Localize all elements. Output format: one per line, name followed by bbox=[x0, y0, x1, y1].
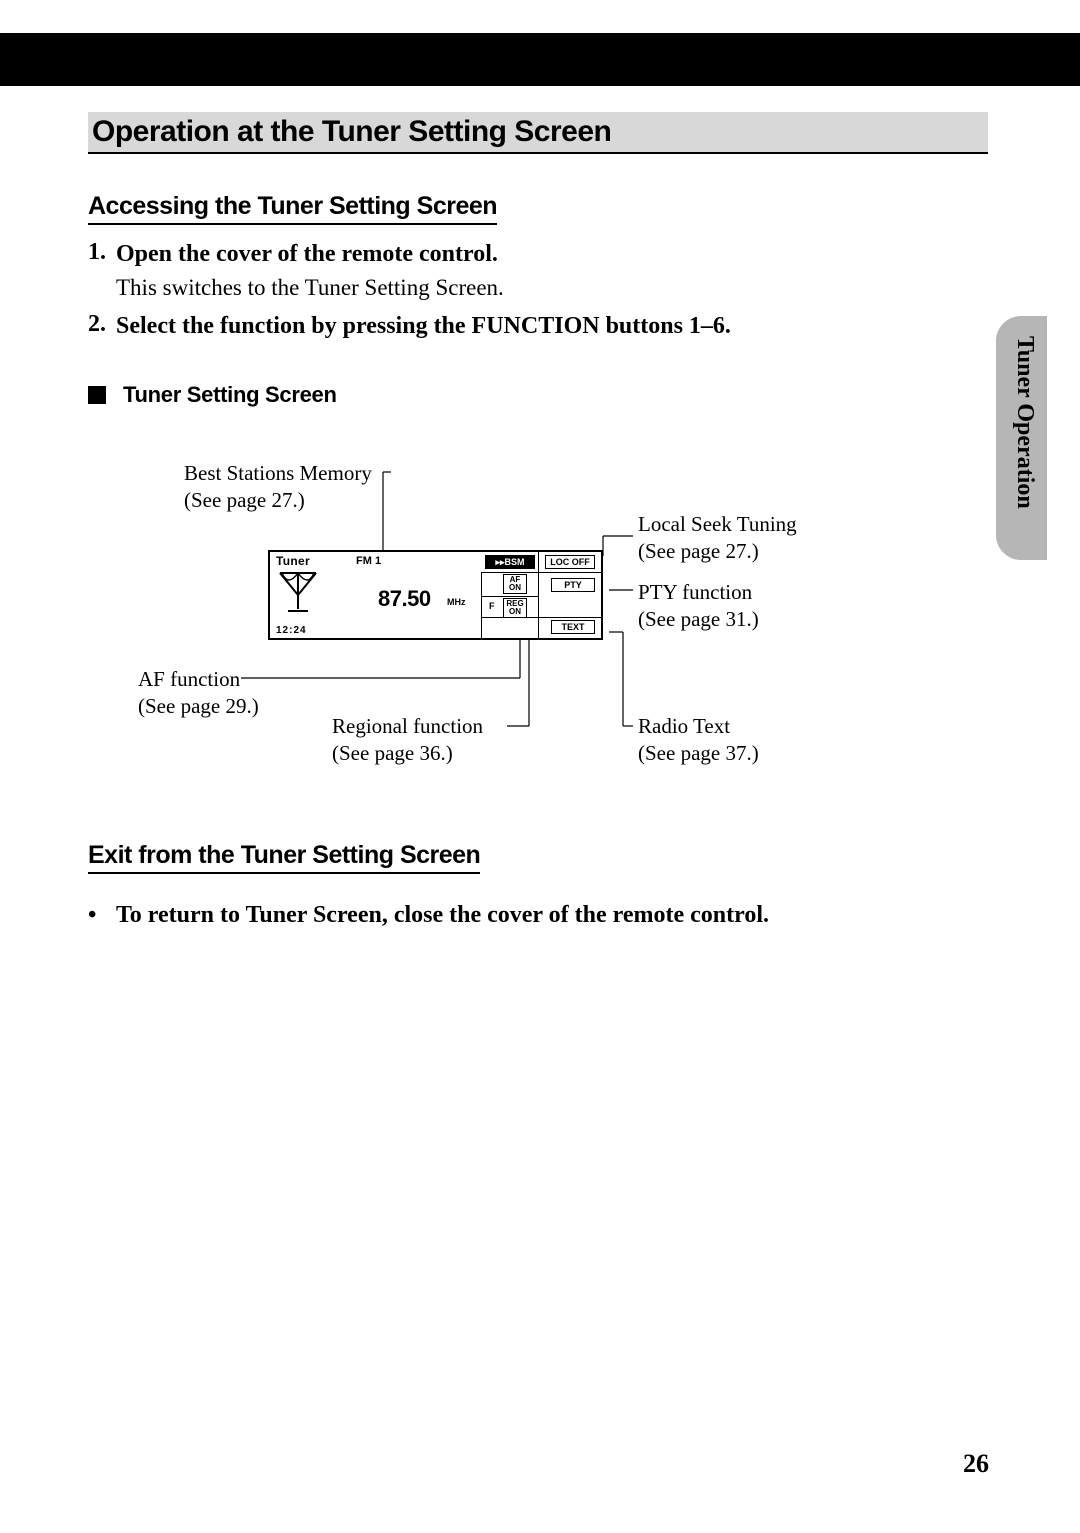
screen-btn-bsm: ▸▸BSM bbox=[485, 555, 535, 569]
callout-af: AF function (See page 29.) bbox=[138, 666, 259, 719]
callout-pty: PTY function (See page 31.) bbox=[638, 579, 759, 632]
screen-unit: MHz bbox=[447, 597, 466, 607]
sub-heading-exit: Exit from the Tuner Setting Screen bbox=[88, 841, 480, 874]
side-tab-label: Tuner Operation bbox=[1010, 336, 1038, 556]
callout-line: Local Seek Tuning bbox=[638, 511, 797, 537]
callout-line: Radio Text bbox=[638, 713, 759, 739]
callout-line: AF function bbox=[138, 666, 259, 692]
step-body: Select the function by pressing the FUNC… bbox=[116, 311, 988, 342]
section-accessing: Accessing the Tuner Setting Screen 1. Op… bbox=[88, 192, 988, 342]
bullet-row: • To return to Tuner Screen, close the c… bbox=[88, 900, 988, 931]
header-black-bar bbox=[0, 33, 1080, 86]
step-text-bold: Open the cover of the remote control. bbox=[116, 239, 988, 270]
callout-line: Regional function bbox=[332, 713, 483, 739]
callout-bsm: Best Stations Memory (See page 27.) bbox=[184, 460, 372, 513]
callout-line: (See page 27.) bbox=[638, 538, 797, 564]
callout-line: (See page 36.) bbox=[332, 740, 483, 766]
step-text-plain: This switches to the Tuner Setting Scree… bbox=[116, 272, 988, 303]
sub-heading-accessing: Accessing the Tuner Setting Screen bbox=[88, 192, 497, 225]
page-number: 26 bbox=[963, 1449, 989, 1479]
bullet-icon: • bbox=[88, 900, 106, 931]
screen-btn-loc: LOC OFF bbox=[545, 555, 595, 569]
step-2: 2. Select the function by pressing the F… bbox=[88, 311, 988, 342]
step-number: 1. bbox=[88, 239, 116, 303]
screen-btn-reg: REGON bbox=[503, 598, 527, 617]
callout-line: (See page 31.) bbox=[638, 606, 759, 632]
screen-divider bbox=[481, 617, 603, 618]
screen-frequency: 87.50 bbox=[378, 586, 431, 612]
screen-divider bbox=[481, 596, 538, 597]
antenna-icon bbox=[276, 569, 320, 622]
screen-divider bbox=[481, 572, 482, 639]
screen-btn-af: AFON bbox=[503, 574, 527, 593]
main-heading: Operation at the Tuner Setting Screen bbox=[92, 115, 984, 149]
screen-band: FM 1 bbox=[356, 555, 381, 567]
square-heading-text: Tuner Setting Screen bbox=[123, 382, 337, 408]
main-heading-wrap: Operation at the Tuner Setting Screen bbox=[88, 112, 988, 154]
bullet-text: To return to Tuner Screen, close the cov… bbox=[116, 900, 769, 931]
square-bullet-icon bbox=[88, 386, 106, 404]
callout-line: Best Stations Memory bbox=[184, 460, 372, 486]
callout-loc: Local Seek Tuning (See page 27.) bbox=[638, 511, 797, 564]
callout-line: (See page 29.) bbox=[138, 693, 259, 719]
screen-clock: 12:24 bbox=[276, 625, 307, 636]
screen-f-flag: F bbox=[489, 602, 495, 611]
screen-btn-text: TEXT bbox=[551, 620, 595, 634]
square-heading: Tuner Setting Screen bbox=[88, 382, 988, 408]
screen-title: Tuner bbox=[276, 554, 310, 568]
step-body: Open the cover of the remote control. Th… bbox=[116, 239, 988, 303]
callout-line: PTY function bbox=[638, 579, 759, 605]
step-text-bold: Select the function by pressing the FUNC… bbox=[116, 311, 988, 342]
step-number: 2. bbox=[88, 311, 116, 342]
step-list: 1. Open the cover of the remote control.… bbox=[88, 239, 988, 342]
callout-reg: Regional function (See page 36.) bbox=[332, 713, 483, 766]
tuner-screen-mock: Tuner FM 1 87.50 MHz 12:24 ▸▸BSM AFON bbox=[268, 550, 603, 640]
step-1: 1. Open the cover of the remote control.… bbox=[88, 239, 988, 303]
page-content: Operation at the Tuner Setting Screen Ac… bbox=[88, 112, 988, 932]
screen-btn-pty: PTY bbox=[551, 578, 595, 592]
callout-line: (See page 27.) bbox=[184, 487, 372, 513]
callout-line: (See page 37.) bbox=[638, 740, 759, 766]
diagram-area: Best Stations Memory (See page 27.) Loca… bbox=[88, 448, 988, 798]
screen-divider bbox=[538, 552, 539, 639]
callout-text: Radio Text (See page 37.) bbox=[638, 713, 759, 766]
section-exit: Exit from the Tuner Setting Screen • To … bbox=[88, 841, 988, 931]
screen-divider bbox=[481, 572, 603, 573]
